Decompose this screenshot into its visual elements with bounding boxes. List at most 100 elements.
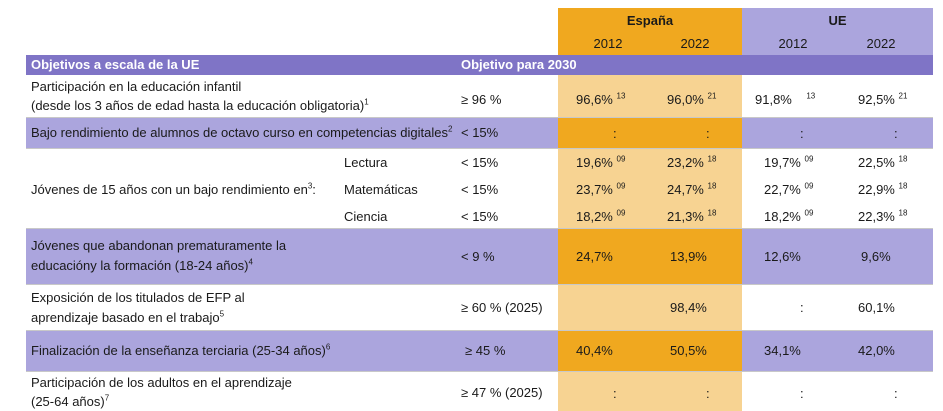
target-value: ≥ 60 % (2025) (461, 300, 543, 315)
cell-es-2012: : (613, 126, 617, 141)
cell-es-2022: 98,4% (670, 300, 707, 315)
cell-value: 22,9% (858, 182, 895, 197)
cell-es-2012: 24,7% (576, 249, 613, 264)
group-label-suffix: : (312, 182, 316, 197)
cell-value: 91,8% (755, 92, 792, 107)
row-label: Jóvenes que abandonan prematuramente la (31, 238, 287, 253)
cell-eu-2012: : (800, 386, 804, 401)
footnote-marker: 1 (364, 97, 369, 107)
year-header-es-2022: 2022 (680, 36, 710, 51)
row-label-line2: aprendizaje basado en el trabajo (31, 310, 220, 325)
row-tertiary-label-band (26, 331, 558, 371)
cell-es-2012: 96,6% 13 (576, 92, 625, 108)
target-value: ≥ 47 % (2025) (461, 385, 543, 400)
cell-es-2022: 21,3% 18 (667, 209, 716, 225)
row-divider (26, 148, 933, 149)
row-divider (26, 330, 933, 331)
footnote-marker: 18 (707, 181, 717, 191)
year-header-eu-2012: 2012 (778, 36, 808, 51)
row-divider (26, 117, 933, 118)
footnote-marker: 5 (219, 309, 225, 319)
footnote-marker: 09 (616, 208, 626, 218)
footnote-marker: 18 (898, 181, 908, 191)
footnote-marker: 09 (804, 154, 814, 164)
subrow-label: Ciencia (344, 209, 388, 224)
row-label: (desde los 3 años de edad hasta la educa… (31, 98, 369, 114)
footnote-marker: 18 (898, 154, 908, 164)
cell-value: 24,7% (667, 182, 704, 197)
cell-eu-2012: 34,1% (764, 343, 801, 358)
cell-es-2022: 24,7% 18 (667, 182, 716, 198)
footnote-marker: 21 (898, 91, 908, 101)
cell-value: 18,2% (764, 209, 801, 224)
target-value: < 15% (461, 125, 499, 140)
cell-eu-2022: : (894, 126, 898, 141)
cell-value: 19,7% (764, 155, 801, 170)
footnote-marker: 18 (898, 208, 908, 218)
cell-eu-2012: 22,7% 09 (764, 182, 813, 198)
cell-value: 19,6% (576, 155, 613, 170)
column-header-target: Objetivo para 2030 (461, 57, 577, 72)
row-divider (26, 228, 933, 229)
target-value: < 15% (461, 182, 499, 197)
cell-eu-2022: 22,3% 18 (858, 209, 907, 225)
footnote-marker: 6 (325, 342, 331, 352)
subrow-label: Lectura (344, 155, 388, 170)
footnote-marker: 13 (806, 91, 816, 101)
column-header-objectives: Objetivos a escala de la UE (31, 57, 200, 72)
column-header-bar (26, 55, 933, 75)
cell-eu-2012: 18,2% 09 (764, 209, 813, 225)
cell-es-2012: 23,7% 09 (576, 182, 625, 198)
group-label-text: Jóvenes de 15 años con un bajo rendimien… (31, 182, 308, 197)
target-value: ≥ 45 % (465, 343, 506, 358)
cell-eu-2022: 22,5% 18 (858, 155, 907, 171)
cell-es-2022: 96,0% 21 (667, 92, 716, 108)
row-digital-label-band (26, 118, 558, 148)
footnote-marker: 3 (307, 181, 313, 191)
row-label-line2: (desde los 3 años de edad hasta la educa… (31, 98, 365, 113)
footnote-marker: 21 (707, 91, 717, 101)
spain-header-band (558, 8, 742, 55)
cell-es-2012: : (613, 386, 617, 401)
footnote-marker: 18 (707, 208, 717, 218)
row-label-text: Bajo rendimiento de alumnos de octavo cu… (31, 125, 448, 140)
cell-value: 22,5% (858, 155, 895, 170)
target-value: < 15% (461, 209, 499, 224)
cell-es-2022: 50,5% (670, 343, 707, 358)
cell-es-2012: 19,6% 09 (576, 155, 625, 171)
cell-eu-2022: 22,9% 18 (858, 182, 907, 198)
cell-eu-2012: 91,8% 13 (755, 92, 815, 108)
row-digital-eu-band (742, 118, 933, 148)
cell-eu-2022: 60,1% (858, 300, 895, 315)
footnote-marker: 7 (104, 393, 110, 403)
cell-eu-2022: 9,6% (861, 249, 891, 264)
year-header-eu-2022: 2022 (866, 36, 896, 51)
cell-value: 22,7% (764, 182, 801, 197)
cell-eu-2022: : (894, 386, 898, 401)
cell-eu-2012: : (800, 126, 804, 141)
row-label: Exposición de los titulados de EFP al (31, 290, 245, 305)
cell-es-2012: 18,2% 09 (576, 209, 625, 225)
cell-value: 96,0% (667, 92, 704, 107)
cell-es-2022: 13,9% (670, 249, 707, 264)
group-label: Jóvenes de 15 años con un bajo rendimien… (31, 182, 316, 198)
cell-es-2022: : (706, 126, 710, 141)
row-label: Bajo rendimiento de alumnos de octavo cu… (31, 125, 452, 141)
cell-value: 22,3% (858, 209, 895, 224)
row-label-line2: (25-64 años) (31, 394, 105, 409)
footnote-marker: 2 (447, 124, 453, 134)
footnote-marker: 09 (616, 181, 626, 191)
eu-header-band (742, 8, 933, 55)
row-divider (26, 284, 933, 285)
spain-group-title: España (626, 13, 674, 28)
cell-es-2022: 23,2% 18 (667, 155, 716, 171)
footnote-marker: 13 (616, 91, 626, 101)
target-value: < 15% (461, 155, 499, 170)
row-tertiary-spain-band (558, 331, 742, 371)
cell-value: 21,3% (667, 209, 704, 224)
target-value: < 9 % (461, 249, 495, 264)
cell-eu-2012: : (800, 300, 804, 315)
row-divider (26, 371, 933, 372)
footnote-marker: 4 (248, 257, 253, 267)
footnote-marker: 09 (804, 181, 814, 191)
